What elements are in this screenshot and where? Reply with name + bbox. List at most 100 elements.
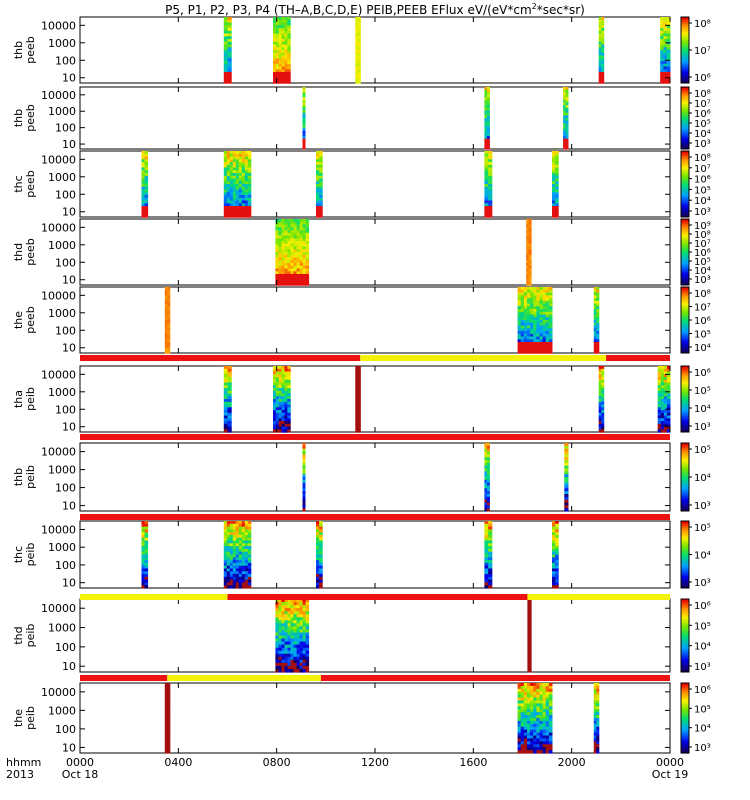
strip-cell xyxy=(601,52,605,57)
colorbar-cell xyxy=(681,735,689,738)
strip-cell xyxy=(316,560,320,564)
colorbar-cell xyxy=(681,610,689,613)
strip-cell xyxy=(223,197,228,202)
strip-cell xyxy=(663,17,668,21)
strip-cell xyxy=(278,620,282,624)
strip-cell xyxy=(536,720,540,725)
strip-cell xyxy=(523,685,528,690)
colorbar-cell xyxy=(681,547,689,550)
colorbar-cell xyxy=(681,521,689,524)
strip-cell xyxy=(596,744,600,748)
strip-cell xyxy=(278,246,282,250)
strip-cell xyxy=(235,560,240,564)
strip-cell xyxy=(287,72,291,76)
strip-cell xyxy=(520,320,525,324)
data-strip xyxy=(517,683,553,754)
colorbar-cell xyxy=(681,275,689,278)
strip-cell xyxy=(296,274,301,278)
strip-cell xyxy=(223,560,228,564)
strip-cell xyxy=(305,271,310,275)
strip-cell xyxy=(281,33,285,37)
data-strip xyxy=(552,151,559,218)
panel-frame xyxy=(79,365,671,433)
strip-cell xyxy=(281,382,285,386)
colorbar-cell xyxy=(681,111,689,114)
strip-cell xyxy=(247,543,252,547)
strip-cell xyxy=(593,298,597,302)
colorbar-cell xyxy=(681,346,689,349)
strip-cell xyxy=(596,339,600,343)
strip-cell xyxy=(545,738,550,742)
strip-cell xyxy=(244,526,249,530)
colorbar-cell xyxy=(681,583,689,586)
strip-cell xyxy=(527,635,532,640)
strip-cell xyxy=(278,638,282,643)
strip-cell xyxy=(527,653,532,658)
strip-cell xyxy=(235,203,240,207)
strip-cell xyxy=(552,521,556,525)
strip-cell xyxy=(281,19,285,24)
strip-cell xyxy=(663,390,668,395)
strip-cell xyxy=(144,175,149,180)
strip-cell xyxy=(488,167,493,171)
strip-cell xyxy=(275,227,279,231)
strip-cell xyxy=(565,120,569,124)
strip-cell xyxy=(284,635,288,640)
colorbar-cell xyxy=(681,336,689,339)
strip-cell xyxy=(486,443,490,447)
strip-cell xyxy=(284,77,288,81)
strip-cell xyxy=(290,246,294,250)
strip-cell xyxy=(244,532,249,536)
colorbar-cell xyxy=(681,190,689,193)
strip-cell xyxy=(660,44,664,48)
colorbar-cell xyxy=(681,697,689,700)
strip-cell xyxy=(666,33,671,37)
data-strip xyxy=(141,151,149,218)
strip-cell xyxy=(539,339,544,343)
colorbar-cell xyxy=(681,702,689,705)
strip-cell xyxy=(275,629,279,633)
strip-cell xyxy=(533,347,537,351)
strip-cell xyxy=(663,47,668,51)
strip-cell xyxy=(316,546,320,550)
strip-cell xyxy=(548,744,553,748)
strip-cell xyxy=(536,309,540,313)
strip-cell xyxy=(281,279,285,283)
strip-cell xyxy=(523,295,528,299)
y-tick-label: 1000 xyxy=(48,622,76,635)
strip-cell xyxy=(552,173,556,177)
strip-cell xyxy=(520,715,525,719)
strip-cell xyxy=(601,366,605,370)
strip-cell xyxy=(533,350,537,354)
strip-cell xyxy=(523,339,528,343)
strip-cell xyxy=(247,178,252,182)
colorbar-cell xyxy=(681,418,689,421)
colorbar-cell xyxy=(681,458,689,461)
colorbar-cell xyxy=(681,509,689,512)
strip-cell xyxy=(666,390,671,395)
strip-cell xyxy=(293,252,297,256)
strip-cell xyxy=(545,744,550,748)
strip-cell xyxy=(167,694,171,699)
colorbar-cell xyxy=(681,377,689,380)
strip-cell xyxy=(164,709,168,713)
strip-cell xyxy=(290,665,294,670)
strip-cell xyxy=(247,181,252,185)
strip-cell xyxy=(275,44,280,48)
colorbar-cell xyxy=(681,320,689,323)
strip-cell xyxy=(278,274,282,278)
colorbar-tick-label: 10⁸ xyxy=(694,289,711,300)
strip-cell xyxy=(552,208,556,213)
strip-cell xyxy=(555,206,559,210)
strip-cell xyxy=(526,238,530,242)
strip-cell xyxy=(517,303,522,307)
strip-cell xyxy=(660,393,665,397)
strip-cell xyxy=(488,184,493,188)
strip-cell xyxy=(601,374,605,378)
strip-cell xyxy=(666,44,671,48)
colorbar-cell xyxy=(681,127,689,130)
strip-cell xyxy=(355,423,359,428)
colorbar-cell xyxy=(681,454,689,458)
strip-cell xyxy=(232,173,237,177)
y-tick-label: 100 xyxy=(55,122,76,135)
